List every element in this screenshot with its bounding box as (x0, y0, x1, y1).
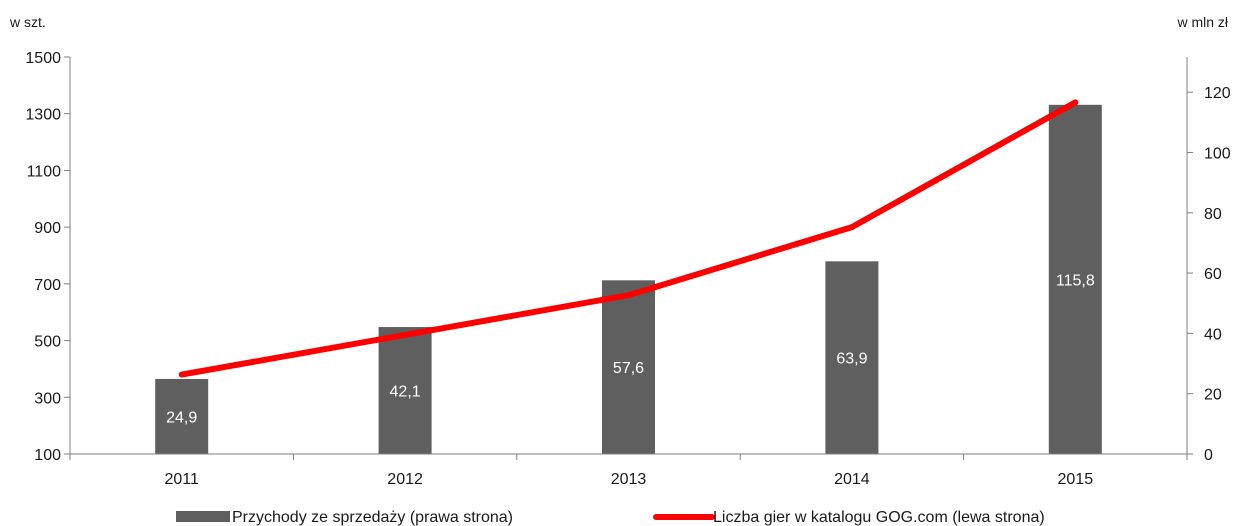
right-tick-label: 120 (1204, 85, 1231, 102)
left-axis-unit: w szt. (9, 14, 46, 30)
x-tick-label: 2015 (1058, 471, 1094, 488)
legend: Przychody ze sprzedaży (prawa strona) Li… (176, 509, 1045, 526)
bar-data-label: 115,8 (1056, 272, 1095, 289)
right-tick-label: 80 (1204, 206, 1222, 223)
left-tick-label: 300 (34, 390, 61, 407)
right-tick-label: 0 (1204, 447, 1213, 464)
line-series (178, 99, 1079, 378)
left-y-axis: 100 300 500 700 900 1100 1300 1500 (25, 50, 71, 464)
right-y-axis: 0 20 40 60 80 100 120 (1186, 57, 1231, 464)
left-tick-label: 100 (34, 447, 61, 464)
legend-line-label: Liczba gier w katalogu GOG.com (lewa str… (713, 509, 1045, 526)
bar (378, 327, 432, 454)
right-tick-label: 60 (1204, 266, 1222, 283)
left-tick-label: 900 (34, 220, 61, 237)
left-tick-label: 500 (34, 334, 61, 351)
x-axis: 2011 2012 2013 2014 2015 (69, 453, 1188, 488)
bar-series: 24,9 42,1 57,6 63,9 115,8 (155, 104, 1102, 455)
bar-data-label: 42,1 (390, 384, 421, 401)
left-tick-label: 1500 (25, 50, 61, 67)
bar-data-label: 57,6 (613, 360, 644, 377)
x-tick-label: 2014 (834, 471, 870, 488)
left-tick-label: 1300 (25, 107, 61, 124)
bar-data-label: 24,9 (166, 409, 197, 426)
bar-data-label: 63,9 (836, 351, 867, 368)
right-axis-unit: w mln zł (1176, 14, 1228, 30)
right-tick-label: 40 (1204, 326, 1222, 343)
bar (602, 280, 655, 454)
bar (1048, 104, 1102, 455)
left-tick-label: 700 (34, 277, 61, 294)
legend-bar-swatch (176, 511, 230, 522)
bar (825, 261, 879, 454)
right-tick-label: 20 (1204, 387, 1222, 404)
x-tick-label: 2011 (164, 471, 199, 488)
x-tick-label: 2013 (611, 471, 647, 488)
left-tick-label: 1100 (27, 163, 62, 180)
bar (155, 378, 209, 454)
legend-bar-label: Przychody ze sprzedaży (prawa strona) (232, 509, 513, 526)
x-tick-label: 2012 (387, 471, 423, 488)
right-tick-label: 100 (1204, 145, 1231, 162)
